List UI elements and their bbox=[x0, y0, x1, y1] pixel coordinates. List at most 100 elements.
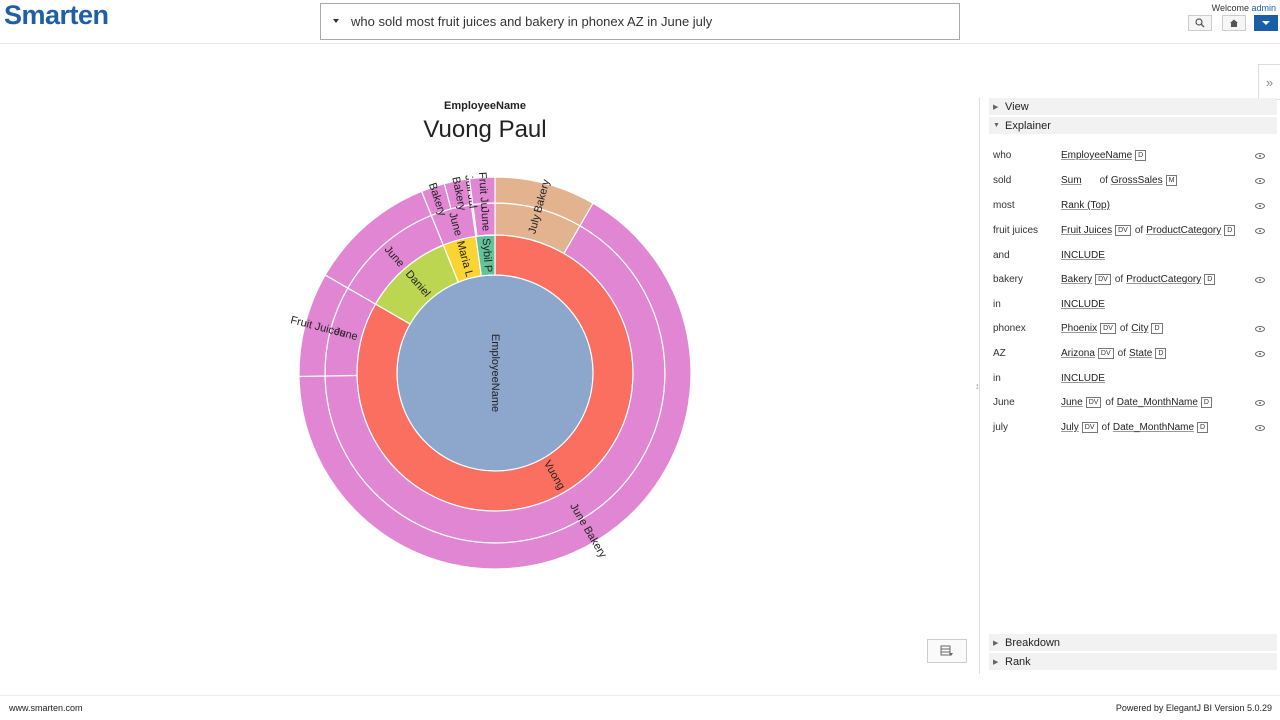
explainer-term-tag: DV bbox=[1081, 422, 1098, 433]
explainer-term-tag: D bbox=[1135, 150, 1147, 161]
explainer-term-link[interactable]: INCLUDE bbox=[1061, 373, 1105, 384]
explainer-of-label: of bbox=[1099, 175, 1108, 186]
eye-icon[interactable] bbox=[1255, 178, 1265, 184]
rank-section-header[interactable]: ▶ Rank bbox=[989, 653, 1277, 670]
explainer-parent-tag: D bbox=[1155, 348, 1167, 359]
explainer-interpretation: INCLUDE bbox=[1061, 299, 1105, 310]
explainer-parent-link[interactable]: GrossSales bbox=[1110, 175, 1163, 186]
explainer-parent-link[interactable]: City bbox=[1131, 323, 1149, 334]
explainer-of-label: of bbox=[1101, 422, 1110, 433]
explainer-word: AZ bbox=[993, 348, 1006, 359]
explainer-row: bakery Bakery DV of ProductCategory D bbox=[989, 272, 1277, 288]
footer-site-link[interactable]: www.smarten.com bbox=[9, 703, 83, 713]
explainer-word: in bbox=[993, 299, 1001, 310]
explainer-interpretation: June DV of Date_MonthName D bbox=[1061, 397, 1212, 408]
sunburst-segment-product[interactable] bbox=[298, 202, 692, 570]
explainer-term-link[interactable]: Fruit Juices bbox=[1061, 225, 1113, 236]
panel-divider[interactable] bbox=[979, 98, 980, 674]
explainer-term-tag: DV bbox=[1097, 348, 1114, 359]
explainer-row: phonex Phoenix DV of City D bbox=[989, 321, 1277, 337]
sunburst-root-label: EmployeeName bbox=[489, 334, 501, 412]
triangle-right-icon: ▶ bbox=[993, 639, 999, 647]
explainer-term-link[interactable]: EmployeeName bbox=[1061, 150, 1133, 161]
explainer-section-header[interactable]: ▼ Explainer bbox=[989, 117, 1277, 134]
explainer-term-link[interactable]: Rank (Top) bbox=[1061, 200, 1110, 211]
eye-icon[interactable] bbox=[1255, 425, 1265, 431]
collapse-panel-button[interactable]: » bbox=[1258, 64, 1280, 100]
explainer-row: sold Sum of GrossSales M bbox=[989, 173, 1277, 189]
explainer-of-label: of bbox=[1119, 323, 1129, 334]
sunburst-segment-product[interactable] bbox=[468, 176, 496, 206]
footer-powered-by: Powered by ElegantJ BI Version 5.0.29 bbox=[1115, 703, 1272, 713]
search-button[interactable] bbox=[1188, 15, 1212, 31]
breakdown-section-header[interactable]: ▶ Breakdown bbox=[989, 634, 1277, 651]
chart-dimension-label: EmployeeName bbox=[444, 100, 526, 112]
explainer-interpretation: EmployeeName D bbox=[1061, 150, 1147, 161]
resize-handle-icon[interactable]: ↕ bbox=[975, 381, 980, 391]
explainer-parent-link[interactable]: State bbox=[1128, 348, 1153, 359]
explainer-parent-link[interactable]: Date_MonthName bbox=[1112, 422, 1195, 433]
explainer-term-link[interactable]: Phoenix bbox=[1061, 323, 1098, 334]
triangle-right-icon: ▶ bbox=[993, 658, 999, 666]
explainer-term-link[interactable]: June bbox=[1061, 397, 1083, 408]
triangle-right-icon: ▶ bbox=[993, 103, 999, 111]
explainer-word: bakery bbox=[993, 274, 1024, 285]
explainer-parent-link[interactable]: ProductCategory bbox=[1146, 225, 1222, 236]
explainer-of-label: of bbox=[1117, 348, 1126, 359]
eye-icon[interactable] bbox=[1255, 400, 1265, 406]
explainer-parent-link[interactable]: Date_MonthName bbox=[1116, 397, 1198, 408]
sunburst-label-month: June bbox=[333, 326, 359, 344]
explainer-term-link[interactable]: INCLUDE bbox=[1061, 299, 1105, 310]
explainer-row: most Rank (Top) bbox=[989, 198, 1277, 214]
explainer-term-link[interactable]: Sum bbox=[1061, 175, 1082, 186]
explainer-term-link[interactable]: Arizona bbox=[1061, 348, 1095, 359]
explainer-term-link[interactable]: July bbox=[1061, 422, 1079, 433]
explainer-of-label: of bbox=[1134, 225, 1144, 236]
eye-icon[interactable] bbox=[1255, 351, 1265, 357]
explainer-row: who EmployeeName D bbox=[989, 148, 1277, 164]
explainer-row: and INCLUDE bbox=[989, 248, 1277, 264]
sunburst-label-month: July bbox=[526, 213, 543, 235]
eye-icon[interactable] bbox=[1255, 203, 1265, 209]
home-button[interactable] bbox=[1222, 15, 1246, 31]
user-menu-button[interactable] bbox=[1254, 15, 1278, 31]
explainer-word: fruit juices bbox=[993, 225, 1039, 236]
explainer-interpretation: July DV of Date_MonthName D bbox=[1061, 422, 1209, 433]
search-dropdown-caret-icon[interactable] bbox=[333, 19, 339, 23]
explainer-row: in INCLUDE bbox=[989, 371, 1277, 387]
eye-icon[interactable] bbox=[1255, 326, 1265, 332]
explainer-parent-tag: D bbox=[1204, 274, 1216, 285]
sunburst-label-month: June bbox=[478, 207, 492, 232]
explainer-row: july July DV of Date_MonthName D bbox=[989, 420, 1277, 436]
eye-icon[interactable] bbox=[1255, 277, 1265, 283]
explainer-term-tag: DV bbox=[1115, 225, 1131, 236]
explainer-parent-link[interactable]: ProductCategory bbox=[1126, 274, 1202, 285]
sunburst-label-employee: Sybil P bbox=[480, 238, 494, 273]
welcome-label: Welcome bbox=[1211, 3, 1249, 13]
explainer-row: in INCLUDE bbox=[989, 297, 1277, 313]
search-query-text[interactable]: who sold most fruit juices and bakery in… bbox=[351, 14, 713, 29]
rank-section-label: Rank bbox=[1005, 655, 1031, 668]
triangle-down-icon: ▼ bbox=[993, 122, 1000, 129]
explainer-term-link[interactable]: Bakery bbox=[1061, 274, 1093, 285]
explainer-interpretation: Arizona DV of State D bbox=[1061, 348, 1167, 359]
explainer-parent-tag: D bbox=[1151, 323, 1163, 334]
welcome-text: Welcome admin bbox=[1212, 3, 1276, 13]
view-section-header[interactable]: ▶ View bbox=[989, 98, 1277, 115]
explainer-word: and bbox=[993, 250, 1010, 261]
explainer-word: June bbox=[993, 397, 1015, 408]
explainer-parent-tag: D bbox=[1197, 422, 1209, 433]
explainer-of-label: of bbox=[1105, 397, 1114, 408]
explainer-term-link[interactable]: INCLUDE bbox=[1061, 250, 1105, 261]
eye-icon[interactable] bbox=[1255, 153, 1265, 159]
search-input[interactable]: who sold most fruit juices and bakery in… bbox=[320, 3, 960, 40]
explainer-term-tag: DV bbox=[1085, 397, 1102, 408]
explainer-parent-tag: D bbox=[1224, 225, 1236, 236]
app-logo[interactable]: Smarten bbox=[4, 0, 109, 30]
export-grid-icon bbox=[940, 645, 953, 656]
chevron-down-icon bbox=[1262, 21, 1270, 25]
eye-icon[interactable] bbox=[1255, 228, 1265, 234]
username-link[interactable]: admin bbox=[1251, 3, 1276, 13]
export-button[interactable] bbox=[927, 639, 967, 663]
